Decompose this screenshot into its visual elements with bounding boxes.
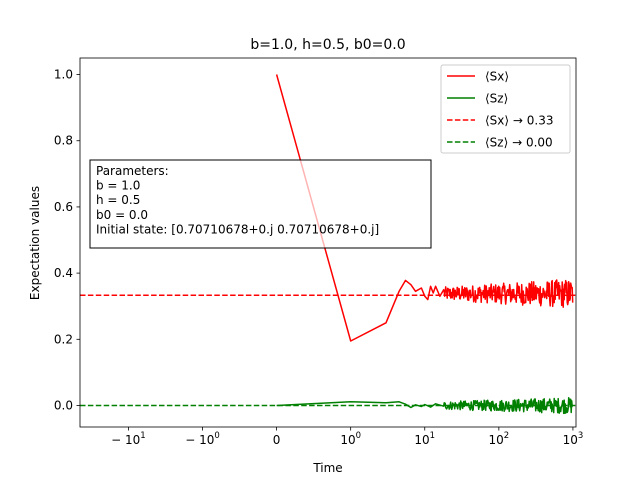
legend-label-1: ⟨Sx⟩	[485, 70, 509, 84]
x-tick-label-5: 101	[414, 431, 435, 447]
legend: ⟨Sx⟩ ⟨Sz⟩ ⟨Sx⟩ → 0.33 ⟨Sz⟩ → 0.00	[440, 64, 571, 154]
y-tick-label-2: 0.2	[54, 332, 73, 346]
y-tick-label-6: 1.0	[54, 68, 73, 82]
parameters-box	[89, 159, 432, 249]
x-tick-label-2: − 100	[185, 431, 220, 447]
y-tick-label-3: 0.4	[54, 266, 73, 280]
parameters-line-1: Parameters:	[96, 164, 169, 178]
series-line-1	[275, 74, 574, 342]
legend-label-4: ⟨Sz⟩ → 0.00	[485, 136, 553, 150]
x-tick-label-7: 103	[563, 431, 584, 447]
legend-label-3: ⟨Sx⟩ → 0.33	[485, 114, 553, 128]
y-axis-label: Expectation values	[28, 186, 42, 300]
parameters-line-2: b = 1.0	[96, 179, 140, 193]
parameters-annotation: Parameters:b = 1.0h = 0.5b0 = 0.0Initial…	[89, 159, 432, 249]
legend-label-2: ⟨Sz⟩	[485, 92, 508, 106]
chart-title: b=1.0, h=0.5, b0=0.0	[250, 37, 405, 53]
x-axis-label: Time	[312, 461, 342, 475]
y-tick-label-4: 0.6	[54, 200, 73, 214]
axes-layer: − 101 − 100 0 100 101 102 103 0.0 0.2 0.4 0.6 0.8 1.…	[54, 57, 584, 447]
y-tick-label-1: 0.0	[54, 398, 73, 412]
x-tick-label-3: 0	[273, 433, 281, 447]
y-tick-label-5: 0.8	[54, 134, 73, 148]
parameters-line-5: Initial state: [0.70710678+0.j 0.7071067…	[96, 222, 379, 236]
series-line-2	[276, 396, 573, 415]
x-tick-label-1: − 101	[111, 431, 146, 447]
data-layer	[80, 74, 576, 415]
x-tick-label-4: 100	[340, 431, 361, 447]
parameters-line-3: h = 0.5	[96, 193, 140, 207]
plot-frame	[79, 57, 577, 428]
legend-box	[440, 64, 571, 154]
x-tick-label-6: 102	[488, 431, 509, 447]
parameters-line-4: b0 = 0.0	[96, 208, 148, 222]
